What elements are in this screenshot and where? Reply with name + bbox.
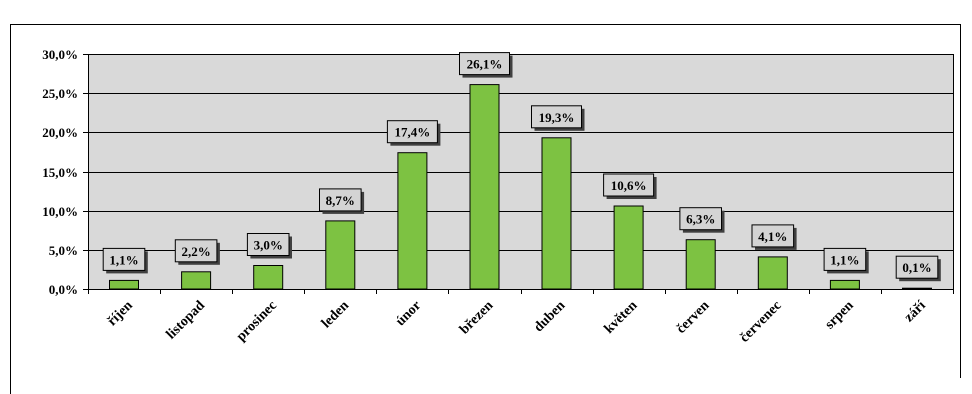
data-label-4: 8,7% xyxy=(326,193,355,208)
x-tick-label-7: duben xyxy=(531,298,568,335)
data-label-box xyxy=(823,247,867,271)
data-label-box xyxy=(102,247,146,271)
y-tick-label: 5,0% xyxy=(49,243,78,258)
x-tick-label-5: únor xyxy=(393,298,424,329)
x-tick-label-6: březen xyxy=(457,298,496,337)
bar-7 xyxy=(541,137,572,290)
data-label-9: 6,3% xyxy=(686,212,715,227)
x-axis: říjen listopad prosinec leden únor březen dube… xyxy=(88,289,954,346)
x-tick-label-4: leden xyxy=(319,298,352,331)
bar-1 xyxy=(109,279,139,290)
x-tick-label-9: červen xyxy=(674,298,713,337)
bar-11 xyxy=(829,279,860,290)
data-label-box xyxy=(679,207,723,231)
y-tick-label: 20,0% xyxy=(42,125,78,140)
x-tick-label-12: září xyxy=(902,297,930,325)
data-label-11: 1,1% xyxy=(830,252,859,267)
bar-3 xyxy=(253,265,284,290)
data-label-8: 10,6% xyxy=(611,178,647,193)
y-tick-label: 25,0% xyxy=(42,86,78,101)
x-tick-label-2: listopad xyxy=(164,298,208,342)
data-labels: 1,1% 2,2% 3,0% 8,7% 17,4% 26,1% 19,3% 10,6% 6,3%… xyxy=(102,52,941,282)
x-tick-label-10: červenec xyxy=(737,298,784,345)
data-label-box xyxy=(246,233,290,256)
bar-2 xyxy=(181,271,212,290)
data-label-3: 3,0% xyxy=(254,238,283,253)
data-label-1: 1,1% xyxy=(109,252,138,267)
chart-frame xyxy=(10,24,961,394)
gridlines xyxy=(88,93,953,251)
data-label-box xyxy=(386,120,438,144)
data-label-12: 0,1% xyxy=(902,260,931,275)
y-tick-label: 30,0% xyxy=(42,47,78,62)
y-axis: 0,0% 5,0% 10,0% 15,0% 20,0% 25,0% 30,0% xyxy=(42,47,88,297)
data-label-box xyxy=(603,173,655,197)
bar-8 xyxy=(613,205,644,290)
data-label-box xyxy=(751,224,795,248)
data-label-10: 4,1% xyxy=(758,229,787,244)
bar-10 xyxy=(757,256,788,290)
data-label-6: 26,1% xyxy=(467,57,503,72)
x-tick-label-1: říjen xyxy=(105,298,136,329)
data-label-box xyxy=(531,105,582,129)
data-label-box xyxy=(459,52,510,76)
data-label-5: 17,4% xyxy=(395,125,431,140)
bars xyxy=(109,84,932,290)
bar-9 xyxy=(685,239,716,290)
x-tick-label-3: prosinec xyxy=(234,298,280,344)
x-tick-label-11: srpen xyxy=(822,298,856,332)
y-tick-label: 10,0% xyxy=(42,204,78,219)
bar-12 xyxy=(902,287,932,290)
data-label-box xyxy=(174,239,218,263)
bar-4 xyxy=(325,220,356,290)
x-tick-label-8: květen xyxy=(602,298,641,337)
data-label-box xyxy=(319,188,362,212)
data-label-2: 2,2% xyxy=(181,244,210,259)
data-label-box xyxy=(895,255,939,279)
y-tick-label: 15,0% xyxy=(42,165,78,180)
data-label-7: 19,3% xyxy=(539,110,575,125)
bar-6 xyxy=(469,84,500,290)
bar-5 xyxy=(397,152,428,290)
y-tick-label: 0,0% xyxy=(49,282,78,297)
